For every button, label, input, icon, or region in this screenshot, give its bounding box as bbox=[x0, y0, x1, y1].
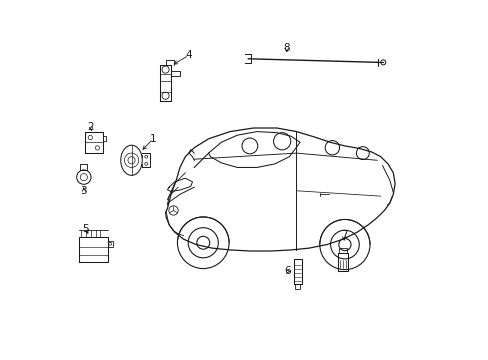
Text: 2: 2 bbox=[87, 122, 94, 132]
Text: 4: 4 bbox=[185, 50, 192, 60]
Text: 3: 3 bbox=[81, 186, 87, 197]
Text: 6: 6 bbox=[284, 266, 290, 276]
Text: 1: 1 bbox=[149, 134, 156, 144]
Text: 8: 8 bbox=[283, 43, 289, 53]
Text: 7: 7 bbox=[340, 230, 347, 239]
Text: 5: 5 bbox=[82, 225, 89, 234]
